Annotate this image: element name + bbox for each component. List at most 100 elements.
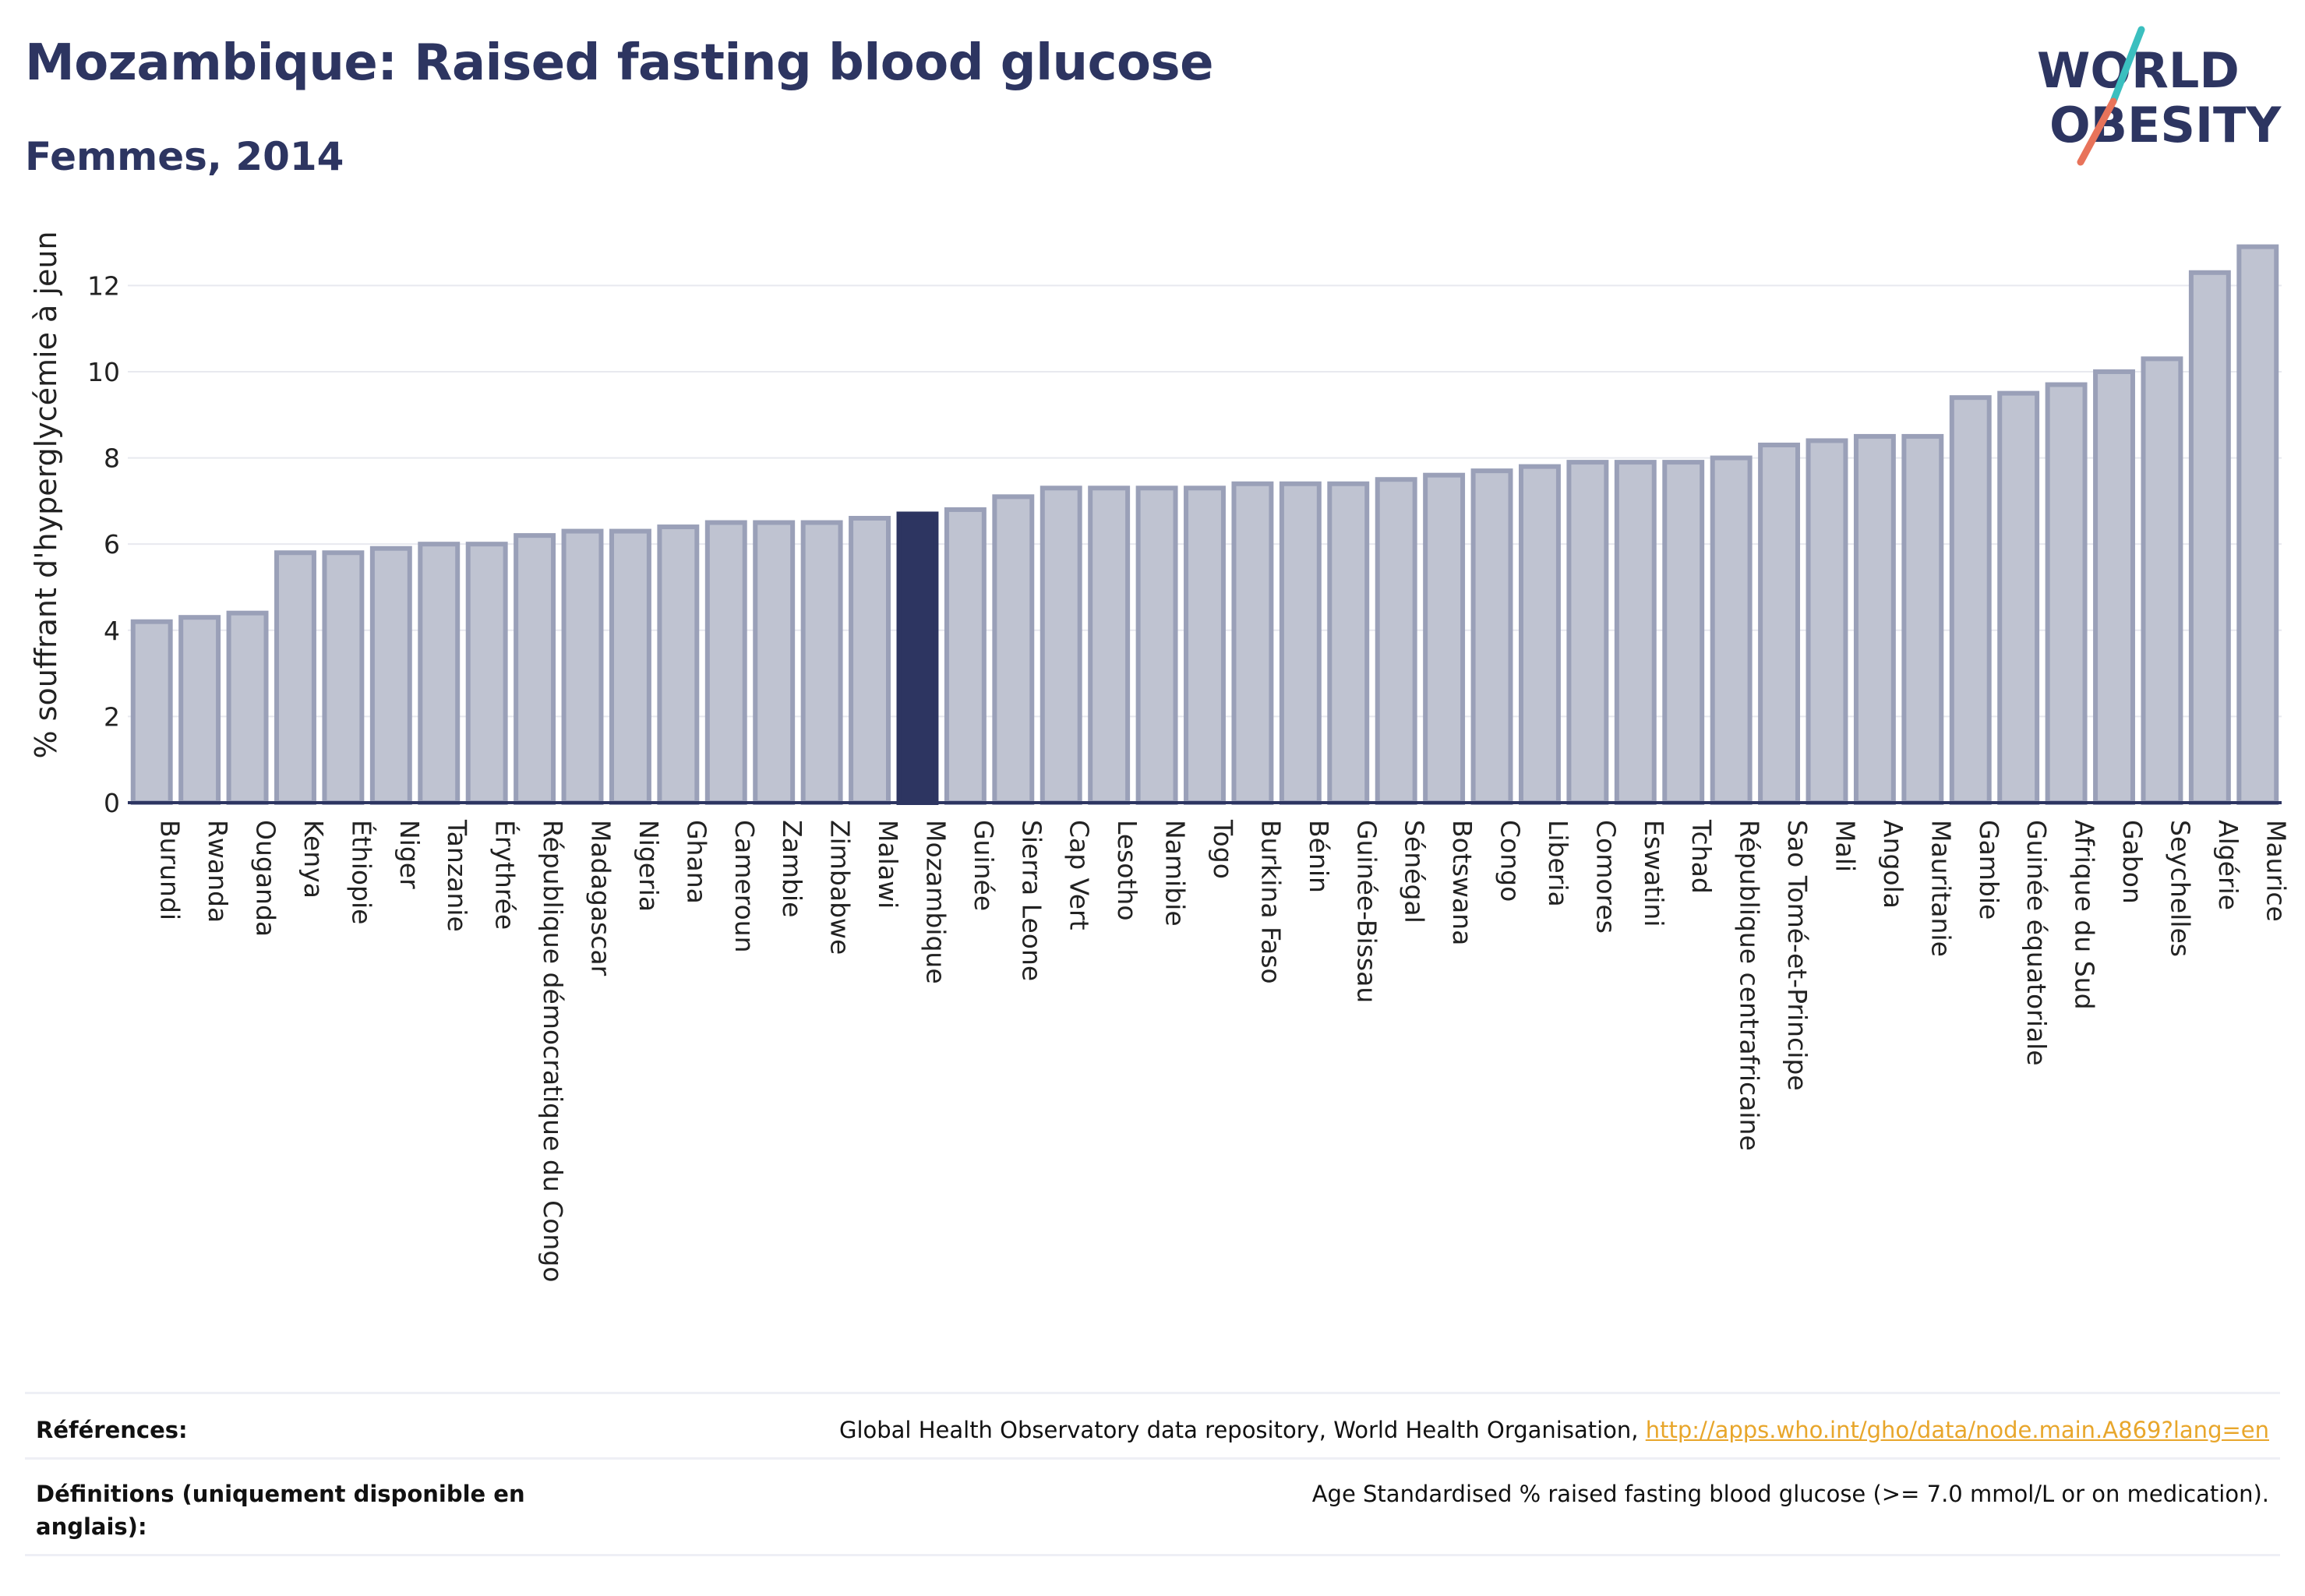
x-tick-label: Liberia	[1543, 820, 1573, 907]
logo-slash-bottom	[2077, 97, 2117, 166]
bar[interactable]	[1184, 486, 1226, 806]
bars	[130, 244, 2279, 806]
y-tick-label: 10	[87, 357, 120, 387]
x-tick-label: République démocratique du Congo	[538, 820, 568, 1282]
x-tick-label: Ghana	[681, 820, 711, 904]
bar[interactable]	[561, 528, 604, 805]
bar[interactable]	[849, 516, 891, 805]
bar[interactable]	[2236, 244, 2279, 806]
bar[interactable]	[1758, 442, 1801, 805]
x-tick-label: Zimbabwe	[825, 820, 856, 955]
bar[interactable]	[514, 533, 556, 805]
references-label: Références:	[36, 1417, 188, 1443]
bar[interactable]	[704, 520, 747, 805]
bar[interactable]	[1901, 433, 1944, 805]
references-value: Global Health Observatory data repositor…	[839, 1414, 2269, 1446]
bar[interactable]	[1423, 472, 1466, 805]
bar[interactable]	[2045, 382, 2088, 805]
bar-chart: 0 2 4 6 8 10 12 Burundi Rwanda Ouganda Kenya Éthiop…	[29, 231, 2291, 1282]
definitions-label-line2: anglais):	[36, 1513, 147, 1540]
bar[interactable]	[1135, 486, 1178, 806]
definitions-label: Définitions (uniquement disponible en an…	[36, 1478, 525, 1543]
x-tick-label: Mozambique	[920, 820, 951, 984]
bar[interactable]	[1662, 460, 1705, 806]
x-tick-label: Algérie	[2213, 820, 2243, 910]
bar[interactable]	[800, 520, 843, 805]
world-obesity-logo: WORLD OBESITY	[2037, 26, 2282, 166]
x-tick-label: Rwanda	[203, 820, 233, 923]
bar[interactable]	[753, 520, 796, 805]
x-tick-label: Congo	[1495, 820, 1526, 902]
x-tick-label: Togo	[1208, 819, 1238, 879]
bar[interactable]	[322, 550, 365, 805]
chart-title: Mozambique: Raised fasting blood glucose	[25, 34, 1214, 92]
bar[interactable]	[1040, 486, 1082, 806]
x-tick-label: Bénin	[1304, 820, 1334, 893]
x-tick-label: Guinée équatoriale	[2021, 820, 2052, 1066]
bar[interactable]	[274, 550, 316, 805]
x-tick-label: Tchad	[1686, 819, 1717, 894]
bar[interactable]	[1327, 481, 1370, 805]
bar[interactable]	[1279, 481, 1322, 805]
y-axis-title: % souffrant d'hyperglycémie à jeun	[29, 231, 63, 758]
bar[interactable]	[1949, 395, 1992, 806]
bar[interactable]	[992, 494, 1035, 806]
x-tick-label: Mali	[1830, 820, 1860, 872]
bar[interactable]	[2188, 270, 2231, 806]
x-tick-label: Lesotho	[1112, 820, 1142, 921]
bar[interactable]	[465, 542, 508, 805]
x-tick-label: Comores	[1590, 820, 1621, 934]
bar[interactable]	[1375, 477, 1417, 806]
bar[interactable]	[1470, 468, 1513, 806]
x-tick-label: Botswana	[1447, 820, 1477, 945]
x-tick-label: Cameroun	[729, 820, 760, 953]
x-tick-label: Seychelles	[2165, 820, 2195, 957]
bar-highlighted[interactable]	[896, 511, 939, 806]
references-link[interactable]: http://apps.who.int/gho/data/node.main.A…	[1645, 1417, 2269, 1443]
logo-slash-top	[2109, 26, 2145, 105]
bar[interactable]	[178, 615, 221, 805]
references-text: Global Health Observatory data repositor…	[838, 1417, 1646, 1443]
x-tick-label: Ouganda	[251, 820, 281, 937]
x-tick-label: Gambie	[1974, 820, 2004, 920]
x-tick-label: Érythrée	[490, 820, 521, 930]
x-tick-label: Afrique du Sud	[2070, 820, 2100, 1010]
x-tick-label: Tanzanie	[442, 819, 472, 932]
axis-labels: 0 2 4 6 8 10 12 Burundi Rwanda Ouganda Kenya Éthiop…	[29, 231, 2291, 1282]
x-tick-label: Niger	[394, 820, 425, 889]
definitions-label-line1: Définitions (uniquement disponible en	[36, 1481, 525, 1507]
x-tick-label: Sénégal	[1400, 820, 1430, 923]
x-tick-label: Burkina Faso	[1255, 820, 1286, 984]
bar[interactable]	[2141, 356, 2183, 805]
bar[interactable]	[1231, 481, 1274, 805]
bar[interactable]	[130, 619, 173, 806]
y-tick-label: 4	[104, 616, 120, 646]
x-tick-label: Zambie	[777, 820, 807, 917]
y-tick-label: 6	[104, 529, 120, 560]
bar[interactable]	[1614, 460, 1657, 806]
x-tick-label: Sierra Leone	[1016, 820, 1047, 981]
bar[interactable]	[1853, 433, 1896, 805]
bar[interactable]	[609, 528, 651, 805]
y-tick-label: 12	[87, 270, 120, 301]
bar[interactable]	[1997, 390, 2040, 805]
bar[interactable]	[1519, 464, 1561, 805]
bar[interactable]	[2093, 369, 2135, 805]
x-tick-label: Madagascar	[586, 820, 616, 976]
bar[interactable]	[1806, 438, 1848, 805]
bar[interactable]	[1710, 455, 1753, 805]
x-tick-label: Eswatini	[1639, 820, 1669, 927]
x-tick-label: République centrafricaine	[1735, 820, 1765, 1151]
bar[interactable]	[944, 507, 987, 805]
bar[interactable]	[1566, 460, 1609, 806]
definitions-value: Age Standardised % raised fasting blood …	[1311, 1481, 2269, 1507]
bar[interactable]	[418, 542, 461, 805]
footer-divider-top	[25, 1392, 2280, 1394]
bar[interactable]	[1088, 486, 1131, 806]
x-tick-label: Nigeria	[634, 820, 664, 912]
logo-text-world: WORLD	[2037, 42, 2240, 99]
bar[interactable]	[657, 524, 700, 805]
x-tick-label: Guinée	[969, 820, 999, 911]
bar[interactable]	[226, 610, 269, 806]
bar[interactable]	[369, 546, 412, 805]
